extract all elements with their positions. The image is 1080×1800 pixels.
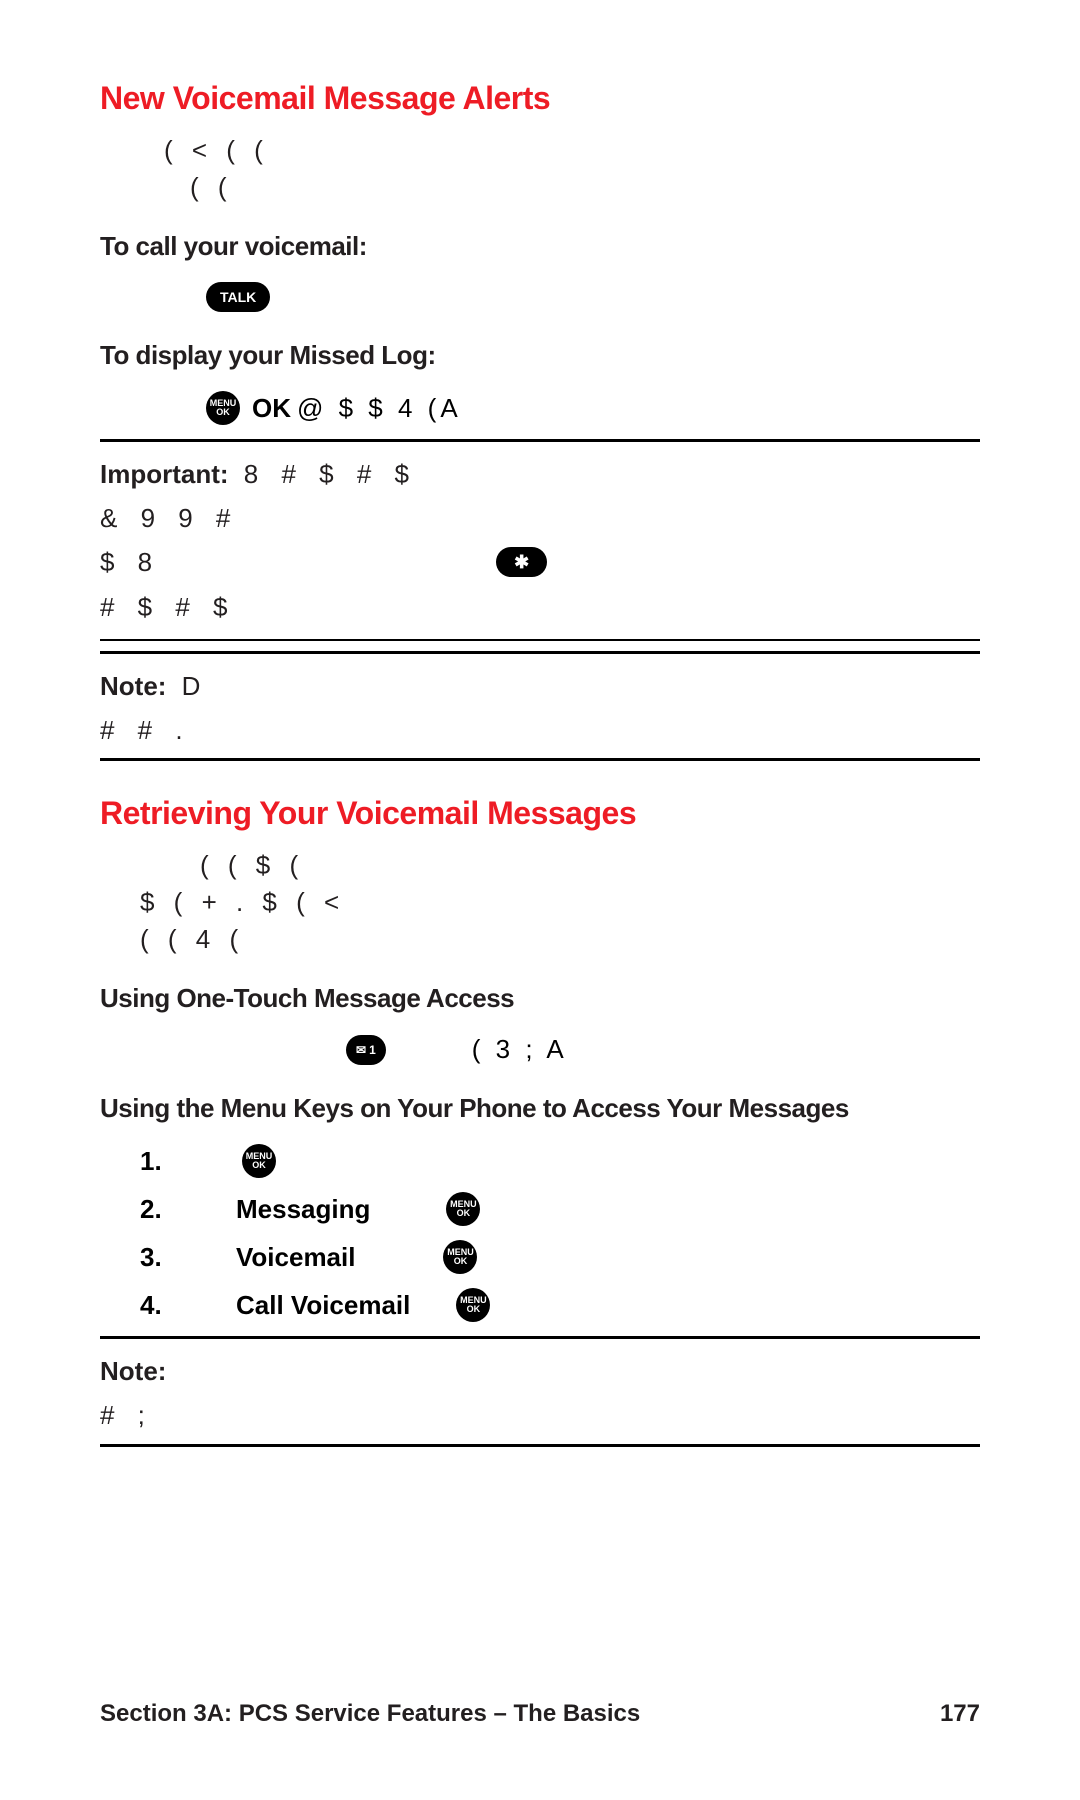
heading-retrieving: Retrieving Your Voicemail Messages	[100, 795, 980, 832]
instruction-row: MENUOK OK @ $ $ 4 (A	[140, 391, 980, 425]
divider	[100, 651, 980, 654]
talk-key-icon: TALK	[206, 282, 270, 312]
divider	[100, 639, 980, 641]
body-text: 8 # $ # $	[229, 459, 417, 489]
subhead-menu-keys: Using the Menu Keys on Your Phone to Acc…	[100, 1093, 980, 1124]
body-text: # # .	[100, 708, 980, 752]
body-text: # ;	[100, 1393, 980, 1437]
body-text: ( ( 4 (	[140, 924, 980, 955]
body-text: # $ # $	[100, 585, 980, 629]
step-number: 2.	[140, 1194, 196, 1225]
step-number: 3.	[140, 1242, 196, 1273]
body-text: D	[166, 671, 208, 701]
page-footer: Section 3A: PCS Service Features – The B…	[100, 1700, 980, 1728]
body-text: $ ( + . $ ( <	[140, 887, 980, 918]
star-key-icon: ✱	[496, 547, 547, 577]
ok-text: OK	[252, 393, 291, 424]
note-label: Note:	[100, 671, 166, 701]
subhead-call-voicemail: To call your voicemail:	[100, 231, 980, 262]
instruction-row: ✉1 ( 3 ; A	[140, 1034, 980, 1065]
heading-alerts: New Voicemail Message Alerts	[100, 80, 980, 117]
note-label: Note:	[100, 1356, 166, 1386]
subhead-missed-log: To display your Missed Log:	[100, 340, 980, 371]
divider	[100, 1336, 980, 1339]
step-text: Call Voicemail	[236, 1290, 410, 1321]
menu-ok-key-icon: MENUOK	[206, 391, 240, 425]
important-label: Important:	[100, 459, 229, 489]
step-row: 4. Call Voicemail MENUOK	[140, 1288, 980, 1322]
note-block: Note: # ;	[100, 1349, 980, 1437]
menu-ok-key-icon: MENUOK	[446, 1192, 480, 1226]
divider	[100, 1444, 980, 1447]
menu-ok-key-icon: MENUOK	[242, 1144, 276, 1178]
body-text: ( (	[190, 172, 980, 203]
body-text: ( < ( (	[164, 135, 980, 166]
step-row: 1. MENUOK	[140, 1144, 980, 1178]
page-number: 177	[940, 1700, 980, 1728]
menu-ok-key-icon: MENUOK	[456, 1288, 490, 1322]
body-text: @ $ $ 4 (A	[297, 393, 462, 424]
msg1-key-icon: ✉1	[346, 1035, 386, 1065]
important-block: Important: 8 # $ # $ & 9 9 # $ 8 ✱ # $	[100, 452, 980, 629]
divider	[100, 758, 980, 761]
body-text: & 9 9 #	[100, 496, 980, 540]
step-text: Voicemail	[236, 1242, 355, 1273]
body-text: ( 3 ; A	[472, 1034, 568, 1065]
step-number: 1.	[140, 1146, 196, 1177]
body-text: ( ( $ (	[200, 850, 980, 881]
step-text: Messaging	[236, 1194, 370, 1225]
subhead-one-touch: Using One-Touch Message Access	[100, 983, 980, 1014]
step-number: 4.	[140, 1290, 196, 1321]
footer-section-title: Section 3A: PCS Service Features – The B…	[100, 1700, 640, 1728]
instruction-row: TALK	[140, 282, 980, 312]
menu-ok-key-icon: MENUOK	[443, 1240, 477, 1274]
step-row: 3. Voicemail MENUOK	[140, 1240, 980, 1274]
divider	[100, 439, 980, 442]
note-block: Note: D # # .	[100, 664, 980, 752]
step-row: 2. Messaging MENUOK	[140, 1192, 980, 1226]
body-text: $ 8	[100, 540, 160, 584]
